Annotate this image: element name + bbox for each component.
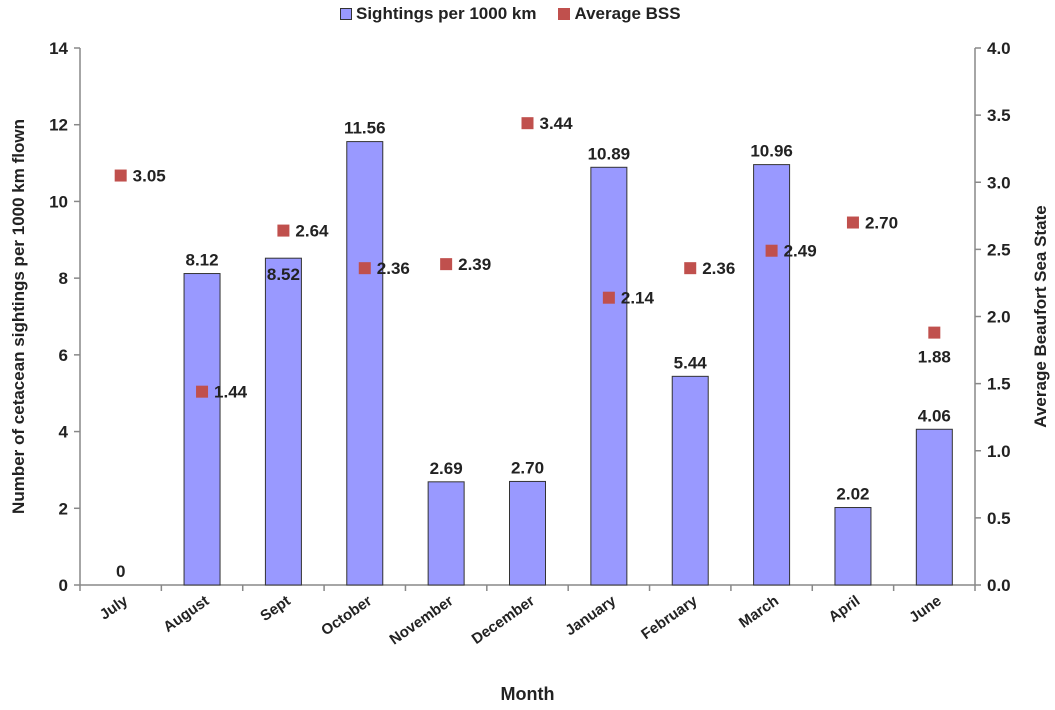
bss-data-label: 2.70 [865,214,898,233]
bss-data-label: 2.39 [458,255,491,274]
bar-data-label: 2.69 [430,459,463,478]
x-tick-label: April [826,592,864,626]
x-tick-label: January [562,592,619,639]
y-axis-title: Number of cetacean sightings per 1000 km… [9,119,28,514]
bss-data-label: 1.44 [214,383,248,402]
bar [671,375,709,586]
bar-data-label: 8.52 [267,265,300,284]
y2-tick-label: 0.5 [987,509,1011,528]
y2-tick-label: 1.5 [987,375,1011,394]
y2-tick-label: 0.0 [987,576,1011,595]
legend-item-sightings: Sightings per 1000 km [340,4,536,24]
bss-data-label: 3.44 [540,114,574,133]
x-tick-label: June [906,592,944,626]
x-tick-label: Sept [257,592,293,625]
y-tick-label: 6 [59,346,68,365]
bss-data-label: 1.88 [918,348,951,367]
bar-data-label: 10.89 [588,144,631,163]
y-tick-label: 4 [59,423,69,442]
bss-marker [684,262,697,275]
bss-marker [928,326,941,339]
bar [509,480,546,586]
bar [264,257,302,586]
bss-marker [277,224,290,237]
bar [915,428,953,586]
bar-data-label: 0 [116,562,125,581]
y-tick-label: 14 [49,39,68,58]
y2-tick-label: 3.0 [987,173,1011,192]
x-tick-label: August [160,592,212,636]
legend-swatch-bss [558,8,571,20]
bss-marker [440,258,453,271]
x-tick-label: February [638,592,701,643]
bss-marker [358,262,371,275]
bar [590,166,628,586]
y-tick-label: 0 [59,576,68,595]
bar [183,273,221,586]
bar-data-label: 2.02 [836,485,869,504]
y-tick-label: 10 [49,192,68,211]
x-tick-label: December [469,592,538,648]
y2-tick-label: 2.5 [987,240,1011,259]
chart-legend: Sightings per 1000 km Average BSS [340,4,681,24]
legend-label-bss: Average BSS [574,4,681,23]
bss-data-label: 2.36 [377,259,410,278]
bar-data-label: 8.12 [185,251,218,270]
bss-data-label: 3.05 [133,167,166,186]
y-tick-label: 2 [59,499,68,518]
bss-marker [846,216,859,229]
bss-data-label: 2.36 [702,259,735,278]
y2-tick-label: 4.0 [987,39,1011,58]
bss-data-label: 2.64 [295,222,329,241]
bar [834,507,872,586]
x-tick-label: November [387,592,457,648]
x-tick-label: October [318,592,375,639]
x-axis-title: Month [501,684,555,704]
y-tick-label: 12 [49,116,68,135]
bss-marker [521,117,534,130]
bar-data-label: 11.56 [344,119,386,138]
legend-swatch-sightings [340,8,352,20]
y2-tick-label: 3.5 [987,106,1011,125]
y2-tick-label: 2.0 [987,308,1011,327]
x-tick-label: March [736,592,782,631]
y2-axis-title: Average Beaufort Sea State [1031,205,1050,427]
legend-item-bss: Average BSS [558,4,681,24]
bar-data-label: 10.96 [750,142,793,161]
bss-data-label: 2.49 [784,242,817,261]
bar [753,164,791,586]
bar-data-label: 2.70 [511,458,544,477]
x-tick-label: July [97,592,132,624]
bss-marker [602,291,615,304]
y-tick-label: 8 [59,269,68,288]
y2-tick-label: 1.0 [987,442,1011,461]
bar [427,481,465,586]
bar-data-label: 5.44 [674,353,708,372]
bss-marker [114,169,127,182]
bar-data-label: 4.06 [918,406,951,425]
bar [346,141,384,586]
bss-marker [765,244,778,257]
legend-label-sightings: Sightings per 1000 km [356,4,537,23]
bss-data-label: 2.14 [621,289,655,308]
bss-marker [196,385,209,398]
